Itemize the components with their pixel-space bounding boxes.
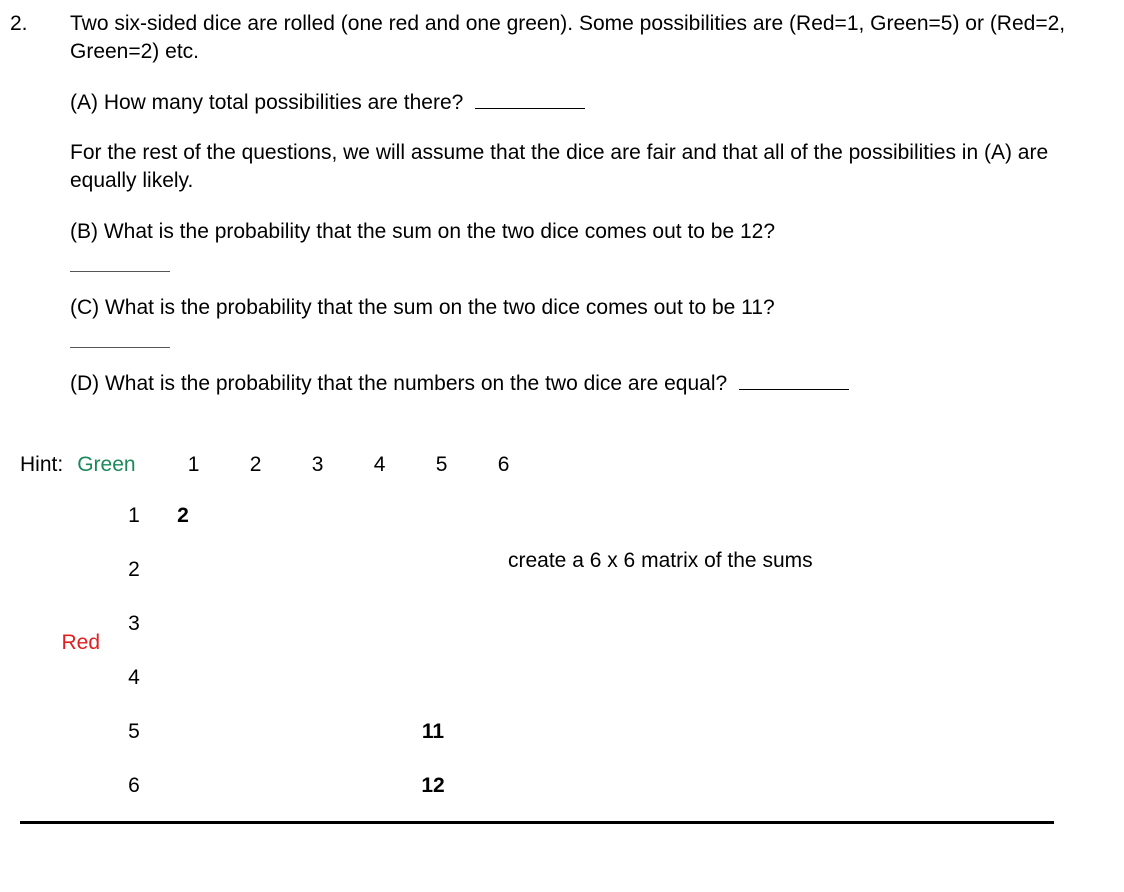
cell-1-1[interactable]: 2 bbox=[158, 489, 208, 543]
cell-6-4[interactable] bbox=[308, 759, 358, 813]
hint-label: Hint: bbox=[20, 451, 63, 479]
red-header-5: 5 bbox=[110, 705, 158, 759]
cell-4-3[interactable] bbox=[258, 651, 308, 705]
part-c-blank[interactable] bbox=[70, 330, 170, 348]
green-header-6: 6 bbox=[480, 451, 528, 479]
part-b: (B) What is the probability that the sum… bbox=[70, 218, 1094, 272]
problem-container: 2. Two six-sided dice are rolled (one re… bbox=[10, 10, 1094, 421]
cell-1-6[interactable] bbox=[408, 489, 458, 543]
cell-2-3[interactable] bbox=[258, 543, 308, 597]
matrix-row-3 bbox=[158, 597, 458, 651]
cell-2-4[interactable] bbox=[308, 543, 358, 597]
bottom-divider bbox=[20, 821, 1054, 824]
cell-6-2[interactable] bbox=[208, 759, 258, 813]
part-c-text: (C) What is the probability that the sum… bbox=[70, 294, 1094, 322]
green-header-4: 4 bbox=[356, 451, 404, 479]
green-header-3: 3 bbox=[294, 451, 342, 479]
hint-header-row: Hint: Green 1 2 3 4 5 6 bbox=[10, 451, 1094, 479]
part-a: (A) How many total possibilities are the… bbox=[70, 89, 1094, 117]
hint-note: create a 6 x 6 matrix of the sums bbox=[508, 547, 813, 575]
green-header-2: 2 bbox=[232, 451, 280, 479]
part-d-blank[interactable] bbox=[739, 389, 849, 390]
cell-3-1[interactable] bbox=[158, 597, 208, 651]
problem-body: Two six-sided dice are rolled (one red a… bbox=[70, 10, 1094, 421]
intro-text: Two six-sided dice are rolled (one red a… bbox=[70, 10, 1094, 67]
red-header-1: 1 bbox=[110, 489, 158, 543]
cell-3-4[interactable] bbox=[308, 597, 358, 651]
green-header-5: 5 bbox=[418, 451, 466, 479]
cell-3-6[interactable] bbox=[408, 597, 458, 651]
cell-1-2[interactable] bbox=[208, 489, 258, 543]
matrix-row-1: 2 bbox=[158, 489, 458, 543]
cell-6-3[interactable] bbox=[258, 759, 308, 813]
green-header-1: 1 bbox=[170, 451, 218, 479]
cell-2-5[interactable] bbox=[358, 543, 408, 597]
red-header-6: 6 bbox=[110, 759, 158, 813]
assumption-text: For the rest of the questions, we will a… bbox=[70, 139, 1094, 196]
part-d: (D) What is the probability that the num… bbox=[70, 370, 1094, 398]
part-a-blank[interactable] bbox=[475, 108, 585, 109]
matrix-area: Red 1 2 3 4 5 6 2 bbox=[10, 489, 1094, 813]
cell-3-3[interactable] bbox=[258, 597, 308, 651]
cell-6-1[interactable] bbox=[158, 759, 208, 813]
red-header-4: 4 bbox=[110, 651, 158, 705]
red-header-2: 2 bbox=[110, 543, 158, 597]
green-axis-label: Green bbox=[77, 451, 135, 479]
part-b-blank[interactable] bbox=[70, 254, 170, 272]
cell-5-2[interactable] bbox=[208, 705, 258, 759]
matrix-row-2 bbox=[158, 543, 458, 597]
cell-4-6[interactable] bbox=[408, 651, 458, 705]
cell-2-2[interactable] bbox=[208, 543, 258, 597]
red-axis-label: Red bbox=[61, 629, 100, 657]
cell-3-5[interactable] bbox=[358, 597, 408, 651]
cell-1-5[interactable] bbox=[358, 489, 408, 543]
matrix-row-6: 12 bbox=[158, 759, 458, 813]
red-row-headers: 1 2 3 4 5 6 bbox=[110, 489, 158, 813]
matrix-row-5: 11 bbox=[158, 705, 458, 759]
cell-5-1[interactable] bbox=[158, 705, 208, 759]
cell-1-4[interactable] bbox=[308, 489, 358, 543]
part-d-text: (D) What is the probability that the num… bbox=[70, 372, 727, 395]
part-b-text: (B) What is the probability that the sum… bbox=[70, 218, 1094, 246]
sum-matrix: 2 bbox=[158, 489, 458, 813]
cell-2-1[interactable] bbox=[158, 543, 208, 597]
matrix-row-4 bbox=[158, 651, 458, 705]
cell-1-3[interactable] bbox=[258, 489, 308, 543]
cell-4-5[interactable] bbox=[358, 651, 408, 705]
red-header-3: 3 bbox=[110, 597, 158, 651]
part-a-text: (A) How many total possibilities are the… bbox=[70, 91, 463, 114]
cell-5-3[interactable] bbox=[258, 705, 308, 759]
cell-2-6[interactable] bbox=[408, 543, 458, 597]
cell-5-5[interactable] bbox=[358, 705, 408, 759]
cell-6-5[interactable] bbox=[358, 759, 408, 813]
cell-4-4[interactable] bbox=[308, 651, 358, 705]
part-c: (C) What is the probability that the sum… bbox=[70, 294, 1094, 348]
cell-6-6[interactable]: 12 bbox=[408, 759, 458, 813]
cell-4-1[interactable] bbox=[158, 651, 208, 705]
problem-number: 2. bbox=[10, 10, 50, 421]
cell-4-2[interactable] bbox=[208, 651, 258, 705]
cell-5-4[interactable] bbox=[308, 705, 358, 759]
cell-3-2[interactable] bbox=[208, 597, 258, 651]
cell-5-6[interactable]: 11 bbox=[408, 705, 458, 759]
